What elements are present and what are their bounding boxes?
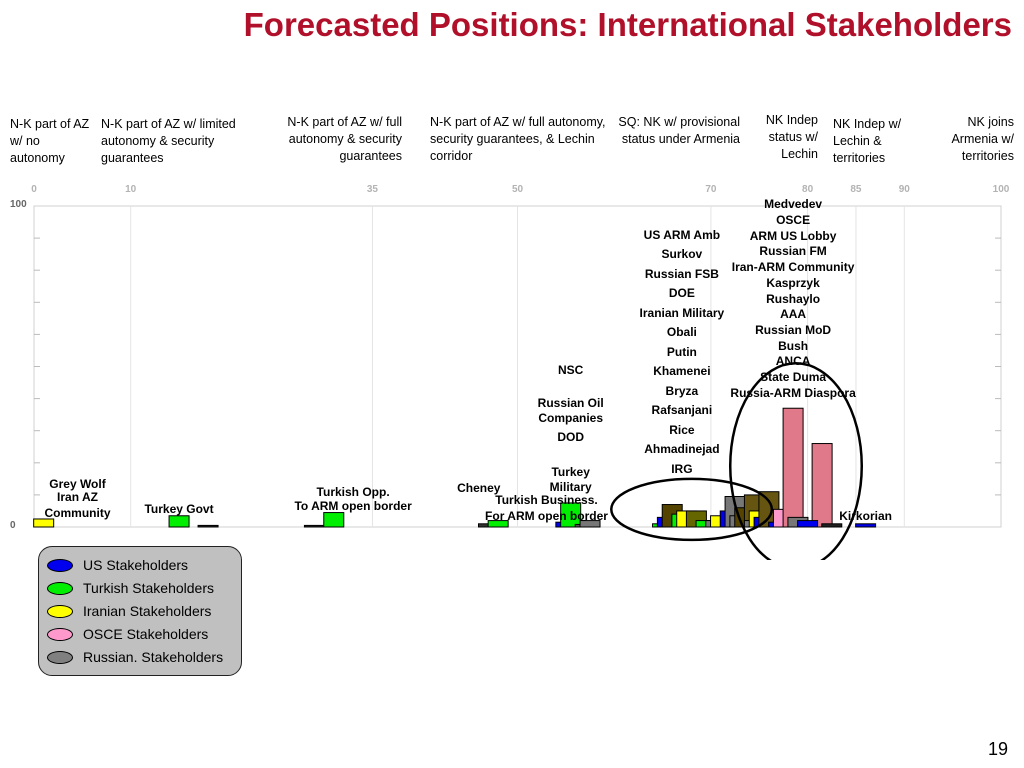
chart-bar <box>323 512 345 528</box>
stakeholder-label: Rushaylo <box>766 291 821 306</box>
stakeholder-label: Companies <box>538 410 604 425</box>
stakeholder-label: Russian MoD <box>755 322 832 337</box>
chart-bar <box>197 524 219 528</box>
position-label: NK Indep w/ Lechin & territories <box>833 117 902 165</box>
stakeholder-label: Cheney <box>457 481 501 496</box>
stakeholder-label: Kasprzyk <box>766 275 820 290</box>
legend-item: Iranian Stakeholders <box>47 601 211 621</box>
stakeholder-label: Putin <box>666 344 697 359</box>
stakeholder-label: Grey Wolf <box>49 476 106 491</box>
x-tick-label: 70 <box>705 184 717 195</box>
stakeholder-label: Russian Oil <box>537 396 604 411</box>
x-tick-label: 35 <box>366 184 378 195</box>
legend-item: Russian. Stakeholders <box>47 647 223 667</box>
x-tick-label: 85 <box>850 184 862 195</box>
x-tick-label: 10 <box>125 184 137 195</box>
legend-label: Russian. Stakeholders <box>83 649 224 665</box>
stakeholder-label: NSC <box>558 362 584 377</box>
legend-swatch <box>47 650 73 664</box>
stakeholder-label: Obali <box>666 325 697 340</box>
position-label: N-K part of AZ w/ full autonomy & securi… <box>287 115 402 163</box>
stakeholder-label: Rafsanjani <box>651 403 713 418</box>
legend-item: US Stakeholders <box>47 555 188 575</box>
stakeholder-label: Medvedev <box>764 197 823 212</box>
legend: US Stakeholders Turkish Stakeholders Ira… <box>38 546 242 676</box>
stakeholder-label: DOE <box>668 286 695 301</box>
position-label: NK Indep status w/ Lechin <box>765 113 818 161</box>
stakeholder-label: For ARM open border <box>485 508 608 523</box>
y-tick-label: 100 <box>10 199 27 210</box>
chart-bar <box>579 520 601 528</box>
position-label: SQ: NK w/ provisional status under Armen… <box>618 115 740 146</box>
stakeholder-label: Bryza <box>665 383 699 398</box>
stakeholder-label: ANCA <box>775 354 811 369</box>
page-number: 19 <box>987 739 1008 759</box>
stakeholder-label: Community <box>44 505 111 520</box>
legend-swatch <box>47 581 73 595</box>
stakeholder-label: Ahmadinejad <box>644 442 720 457</box>
stakeholder-label: Khamenei <box>653 364 711 379</box>
stakeholder-label: IRG <box>671 461 693 476</box>
positions-chart <box>33 205 1002 560</box>
chart-bar <box>855 523 877 528</box>
legend-swatch <box>47 604 73 618</box>
stakeholder-label: Russian FM <box>759 244 827 259</box>
stakeholder-label: Rice <box>669 422 695 437</box>
position-label: N-K part of AZ w/ full autonomy, securit… <box>430 115 606 163</box>
chart-bar <box>560 502 582 528</box>
stakeholder-label: Turkey Govt <box>144 502 214 517</box>
chart-bar <box>797 520 819 528</box>
legend-label: US Stakeholders <box>83 557 189 573</box>
x-tick-label: 90 <box>898 184 910 195</box>
stakeholder-label: DOD <box>557 430 585 445</box>
position-label: NK joins Armenia w/ territories <box>951 115 1014 163</box>
highlight-ellipse <box>610 477 774 542</box>
stakeholder-label: Russian FSB <box>644 266 719 281</box>
legend-label: OSCE Stakeholders <box>83 626 209 642</box>
stakeholder-label: To ARM open border <box>294 499 412 514</box>
stakeholder-label: Surkov <box>661 247 703 262</box>
position-label: N-K part of AZ w/ limited autonomy & sec… <box>101 117 236 165</box>
slide-title: Forecasted Positions: International Stak… <box>243 6 1012 43</box>
legend-label: Iranian Stakeholders <box>83 603 212 619</box>
stakeholder-label: ARM US Lobby <box>749 228 837 243</box>
chart-bar <box>303 524 325 528</box>
chart-bar <box>487 520 509 528</box>
stakeholder-label: Iranian Military <box>639 305 725 320</box>
chart-bar <box>821 523 843 528</box>
x-tick-label: 80 <box>802 184 814 195</box>
chart-bar <box>811 443 833 528</box>
chart-bar <box>168 515 190 528</box>
stakeholder-label: Iran-ARM Community <box>731 260 855 275</box>
stakeholder-label: Turkish Business. <box>495 492 598 507</box>
position-label: N-K part of AZ w/ no autonomy <box>10 117 90 165</box>
stakeholder-label: US ARM Amb <box>643 227 721 242</box>
stakeholder-label: Turkish Opp. <box>316 484 390 499</box>
stakeholder-label: State Duma <box>760 370 827 385</box>
stakeholder-label: Bush <box>778 338 809 353</box>
stakeholder-label: OSCE <box>776 213 811 228</box>
legend-swatch <box>47 627 73 641</box>
stakeholder-label: Kirkorian <box>839 508 892 523</box>
legend-item: OSCE Stakeholders <box>47 624 208 644</box>
x-tick-label: 100 <box>992 184 1010 195</box>
x-tick-label: 0 <box>31 184 37 195</box>
stakeholder-label: Russia-ARM Diaspora <box>730 385 856 400</box>
legend-item: Turkish Stakeholders <box>47 578 214 598</box>
y-tick-label: 0 <box>10 520 16 531</box>
chart-bar <box>782 407 804 528</box>
legend-swatch <box>47 558 73 572</box>
stakeholder-label: Military <box>549 479 592 494</box>
stakeholder-label: Turkey <box>551 465 590 480</box>
stakeholder-label: AAA <box>780 307 807 322</box>
highlight-ellipse <box>729 362 863 560</box>
stakeholder-label: Iran AZ <box>57 489 98 504</box>
x-tick-label: 50 <box>511 184 524 195</box>
legend-label: Turkish Stakeholders <box>83 580 214 596</box>
chart-bar <box>33 518 55 528</box>
